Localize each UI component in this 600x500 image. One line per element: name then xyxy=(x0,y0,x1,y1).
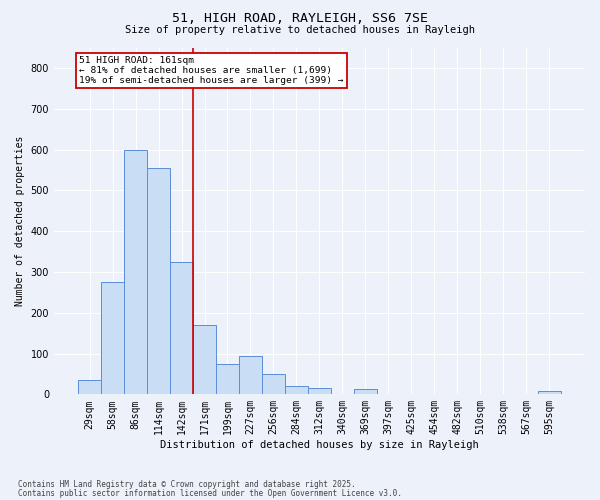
Bar xyxy=(193,325,216,394)
Text: Size of property relative to detached houses in Rayleigh: Size of property relative to detached ho… xyxy=(125,25,475,35)
Text: 51, HIGH ROAD, RAYLEIGH, SS6 7SE: 51, HIGH ROAD, RAYLEIGH, SS6 7SE xyxy=(172,12,428,26)
Text: Contains public sector information licensed under the Open Government Licence v3: Contains public sector information licen… xyxy=(18,490,402,498)
Bar xyxy=(78,380,101,394)
Bar xyxy=(308,388,331,394)
Bar xyxy=(239,356,262,395)
Bar xyxy=(285,386,308,394)
Bar xyxy=(538,391,561,394)
Bar xyxy=(101,282,124,395)
X-axis label: Distribution of detached houses by size in Rayleigh: Distribution of detached houses by size … xyxy=(160,440,479,450)
Bar xyxy=(124,150,147,394)
Y-axis label: Number of detached properties: Number of detached properties xyxy=(15,136,25,306)
Text: Contains HM Land Registry data © Crown copyright and database right 2025.: Contains HM Land Registry data © Crown c… xyxy=(18,480,356,489)
Bar xyxy=(354,390,377,394)
Bar xyxy=(216,364,239,394)
Bar xyxy=(147,168,170,394)
Bar xyxy=(262,374,285,394)
Text: 51 HIGH ROAD: 161sqm
← 81% of detached houses are smaller (1,699)
19% of semi-de: 51 HIGH ROAD: 161sqm ← 81% of detached h… xyxy=(79,56,344,86)
Bar xyxy=(170,262,193,394)
